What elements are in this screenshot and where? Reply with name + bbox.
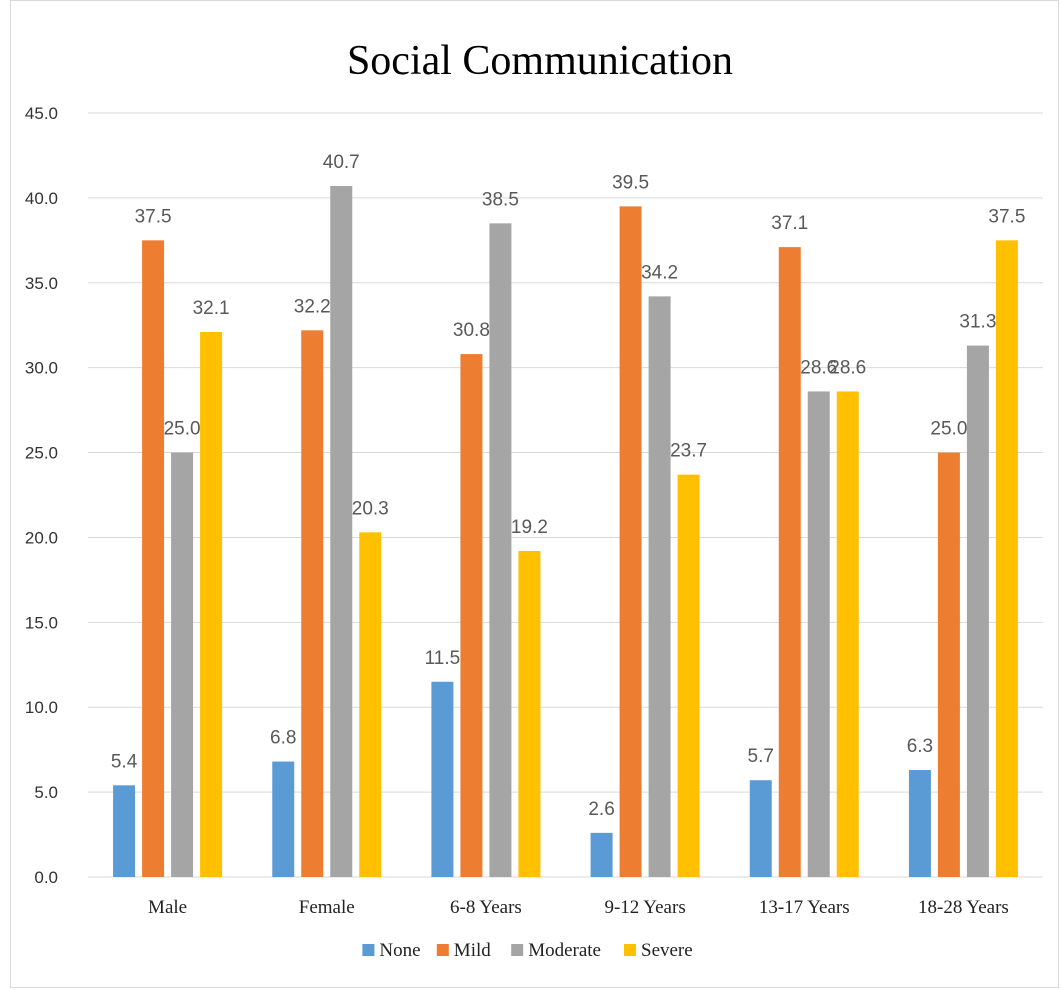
- data-label: 20.3: [352, 498, 389, 519]
- bar-moderate: [330, 186, 353, 877]
- data-label: 5.7: [748, 746, 774, 767]
- bar-severe: [518, 551, 541, 877]
- bar-severe: [359, 532, 382, 877]
- data-label: 32.2: [294, 296, 331, 317]
- data-label: 23.7: [670, 441, 707, 462]
- y-axis-ticks: 0.0 5.0 10.0 15.0 20.0 25.0 30.0 35.0 40.0 45.0: [25, 104, 58, 887]
- bar-none: [431, 681, 454, 877]
- y-tick-label: 0.0: [34, 868, 58, 887]
- bar-moderate: [648, 296, 671, 877]
- legend-swatch-mild: [436, 944, 449, 956]
- y-tick-label: 40.0: [25, 189, 58, 208]
- legend-label-moderate: Moderate: [528, 940, 601, 961]
- bar-severe: [836, 391, 859, 877]
- y-tick-label: 35.0: [25, 274, 58, 293]
- data-label: 2.6: [588, 799, 614, 820]
- chart-title: Social Communication: [347, 38, 733, 84]
- bar-mild: [937, 452, 960, 877]
- data-label: 37.5: [988, 206, 1025, 227]
- y-tick-label: 25.0: [25, 444, 58, 463]
- data-label: 37.1: [771, 213, 808, 234]
- bar-moderate: [966, 345, 989, 877]
- bars: [113, 186, 1018, 878]
- x-tick-label: 13-17 Years: [759, 897, 850, 918]
- data-label: 38.5: [482, 189, 519, 210]
- bar-none: [272, 761, 295, 877]
- data-label: 34.2: [641, 262, 678, 283]
- x-tick-label: 9-12 Years: [604, 897, 685, 918]
- bar-none: [113, 785, 136, 877]
- y-tick-label: 15.0: [25, 613, 58, 632]
- data-label: 37.5: [135, 206, 172, 227]
- bar-severe: [677, 474, 700, 877]
- data-label: 28.6: [800, 357, 837, 378]
- bar-mild: [778, 247, 801, 877]
- bar-none: [590, 832, 613, 877]
- data-label: 11.5: [425, 648, 461, 669]
- y-tick-label: 20.0: [25, 528, 58, 547]
- bar-mild: [619, 206, 642, 877]
- legend-swatch-severe: [624, 944, 636, 956]
- legend: None Mild Moderate Severe: [362, 940, 693, 961]
- bar-severe: [995, 240, 1018, 878]
- data-label: 30.8: [453, 320, 490, 341]
- legend-swatch-moderate: [511, 944, 524, 956]
- data-label: 5.4: [111, 751, 138, 772]
- data-label: 39.5: [612, 172, 649, 193]
- x-axis-ticks: Male Female 6-8 Years 9-12 Years 13-17 Years…: [148, 897, 1009, 918]
- legend-swatch-none: [362, 944, 375, 956]
- data-label: 19.2: [511, 517, 548, 538]
- y-tick-label: 30.0: [25, 359, 58, 378]
- legend-label-none: None: [379, 940, 420, 961]
- x-tick-label: Female: [299, 897, 355, 918]
- data-label: 40.7: [323, 152, 360, 173]
- bar-none: [749, 780, 772, 877]
- bar-mild: [460, 354, 483, 877]
- x-tick-label: Male: [148, 897, 187, 918]
- bar-severe: [200, 332, 223, 878]
- bar-moderate: [489, 223, 512, 877]
- gridlines: [88, 112, 1043, 878]
- data-label: 32.1: [193, 298, 230, 319]
- data-label: 28.6: [829, 357, 866, 378]
- legend-label-mild: Mild: [454, 940, 491, 961]
- y-tick-label: 10.0: [25, 698, 58, 717]
- x-tick-label: 18-28 Years: [918, 897, 1009, 918]
- y-tick-label: 5.0: [34, 783, 58, 802]
- data-label: 6.3: [907, 736, 933, 757]
- data-labels: 5.4 37.5 25.0 32.1 6.8 32.2 40.7 20.3 11.5 30.8 38…: [111, 152, 1026, 820]
- bar-none: [908, 770, 931, 877]
- bar-mild: [142, 240, 165, 878]
- data-label: 31.3: [959, 312, 996, 333]
- data-label: 25.0: [930, 419, 967, 440]
- bar-moderate: [171, 452, 194, 877]
- data-label: 6.8: [270, 728, 296, 749]
- data-label: 25.0: [164, 419, 201, 440]
- legend-label-severe: Severe: [641, 940, 693, 961]
- bar-mild: [301, 330, 324, 877]
- x-tick-label: 6-8 Years: [450, 897, 522, 918]
- y-tick-label: 45.0: [25, 104, 58, 123]
- bar-moderate: [807, 391, 830, 877]
